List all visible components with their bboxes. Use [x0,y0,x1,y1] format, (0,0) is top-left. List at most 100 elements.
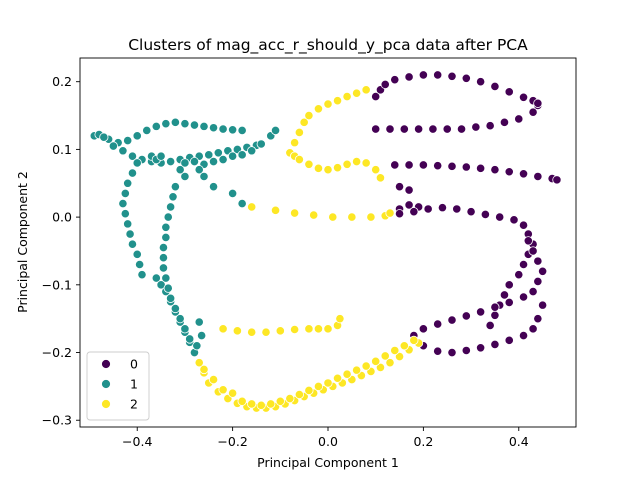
point-cluster-2-62 [375,362,386,373]
point-cluster-1-19 [118,146,128,156]
point-cluster-1-61 [135,259,145,270]
point-cluster-1-20 [127,151,138,161]
point-cluster-0-10 [514,114,524,124]
point-cluster-0-15 [380,79,390,90]
point-cluster-2-80 [323,378,333,388]
point-cluster-0-25 [518,92,529,102]
point-cluster-2-82 [342,369,352,379]
point-cluster-2-18 [352,156,362,167]
point-cluster-2-16 [332,163,343,173]
point-cluster-0-70 [461,311,471,321]
point-cluster-0-68 [433,319,443,329]
point-cluster-2-34 [261,327,271,337]
point-cluster-1-18 [108,141,118,151]
point-cluster-2-72 [247,399,257,409]
y-tick-label: −0.3 [42,413,72,428]
point-cluster-1-14 [228,125,238,135]
point-cluster-0-82 [433,346,443,356]
point-cluster-0-64 [490,310,500,320]
point-cluster-2-9 [352,88,362,98]
point-cluster-1-12 [208,123,219,133]
point-cluster-0-53 [495,212,505,222]
point-cluster-2-77 [294,389,304,400]
point-cluster-0-88 [518,330,529,341]
point-cluster-2-78 [304,385,314,396]
point-cluster-0-52 [480,209,490,219]
point-cluster-0-54 [509,215,519,225]
point-cluster-0-34 [476,163,486,173]
point-cluster-1-73 [168,192,178,202]
point-cluster-1-74 [166,202,176,212]
point-cluster-0-33 [461,162,471,172]
point-cluster-0-89 [528,324,538,334]
point-cluster-0-19 [433,70,443,80]
point-cluster-0-31 [433,161,443,171]
point-cluster-0-62 [499,290,510,300]
point-cluster-2-41 [335,314,345,324]
point-cluster-0-42 [404,185,414,195]
point-cluster-2-22 [247,202,257,212]
point-cluster-2-20 [371,165,381,175]
x-tick-label: 0.2 [413,434,433,449]
point-cluster-1-15 [237,125,247,136]
point-cluster-1-80 [158,263,169,273]
point-cluster-1-50 [237,198,247,209]
point-cluster-0-77 [538,266,548,276]
point-cluster-0-84 [461,345,471,356]
legend-label-1: 1 [130,377,138,392]
point-cluster-2-19 [361,158,371,168]
point-cluster-2-83 [352,365,362,375]
point-cluster-0-78 [533,256,543,266]
y-axis: −0.3 −0.2 −0.1 0.0 0.1 0.2 [42,74,80,428]
point-cluster-0-74 [518,292,529,302]
point-cluster-2-31 [218,324,228,334]
point-cluster-0-29 [404,160,414,170]
point-cluster-2-42 [194,358,204,368]
point-cluster-1-81 [161,273,171,283]
point-cluster-1-92 [199,171,209,182]
point-cluster-2-68 [208,375,219,385]
point-cluster-2-84 [361,361,371,371]
y-tick-label: −0.2 [42,345,72,360]
point-cluster-0-71 [476,307,486,317]
point-cluster-1-94 [197,330,207,341]
point-cluster-0-87 [504,335,514,345]
point-cluster-0-49 [437,203,448,213]
point-cluster-0-23 [490,81,500,92]
point-cluster-0-76 [533,276,543,287]
y-axis-label: Principal Component 2 [15,171,30,313]
legend-box [86,351,150,421]
point-cluster-1-60 [132,249,142,259]
point-cluster-2-64 [394,351,405,362]
point-cluster-1-93 [194,317,204,327]
point-cluster-2-69 [218,385,228,395]
point-cluster-2-23 [270,205,281,215]
point-cluster-2-8 [342,91,352,102]
point-cluster-0-2 [399,124,409,134]
point-cluster-2-13 [304,159,314,169]
point-cluster-1-3 [123,136,133,146]
point-cluster-2-39 [323,324,333,334]
point-cluster-1-11 [199,121,209,131]
point-cluster-2-88 [399,341,409,351]
point-cluster-2-14 [313,163,324,173]
point-cluster-2-85 [371,356,381,366]
point-cluster-1-4 [132,131,142,141]
point-cluster-0-83 [447,347,457,358]
points-layer [89,70,562,413]
point-cluster-0-21 [461,73,471,83]
point-cluster-1-36 [156,151,166,161]
point-cluster-2-33 [247,327,257,337]
point-cluster-1-10 [189,120,200,130]
point-cluster-2-1 [290,138,300,148]
point-cluster-0-5 [442,124,452,134]
point-cluster-0-91 [538,300,548,310]
point-cluster-0-20 [447,71,457,81]
point-cluster-1-72 [170,182,180,192]
point-cluster-1-91 [194,165,204,175]
point-cluster-2-63 [385,358,395,368]
point-cluster-0-24 [504,87,514,97]
point-cluster-1-49 [228,188,238,199]
point-cluster-1-48 [208,182,219,192]
point-cluster-2-73 [256,400,266,410]
